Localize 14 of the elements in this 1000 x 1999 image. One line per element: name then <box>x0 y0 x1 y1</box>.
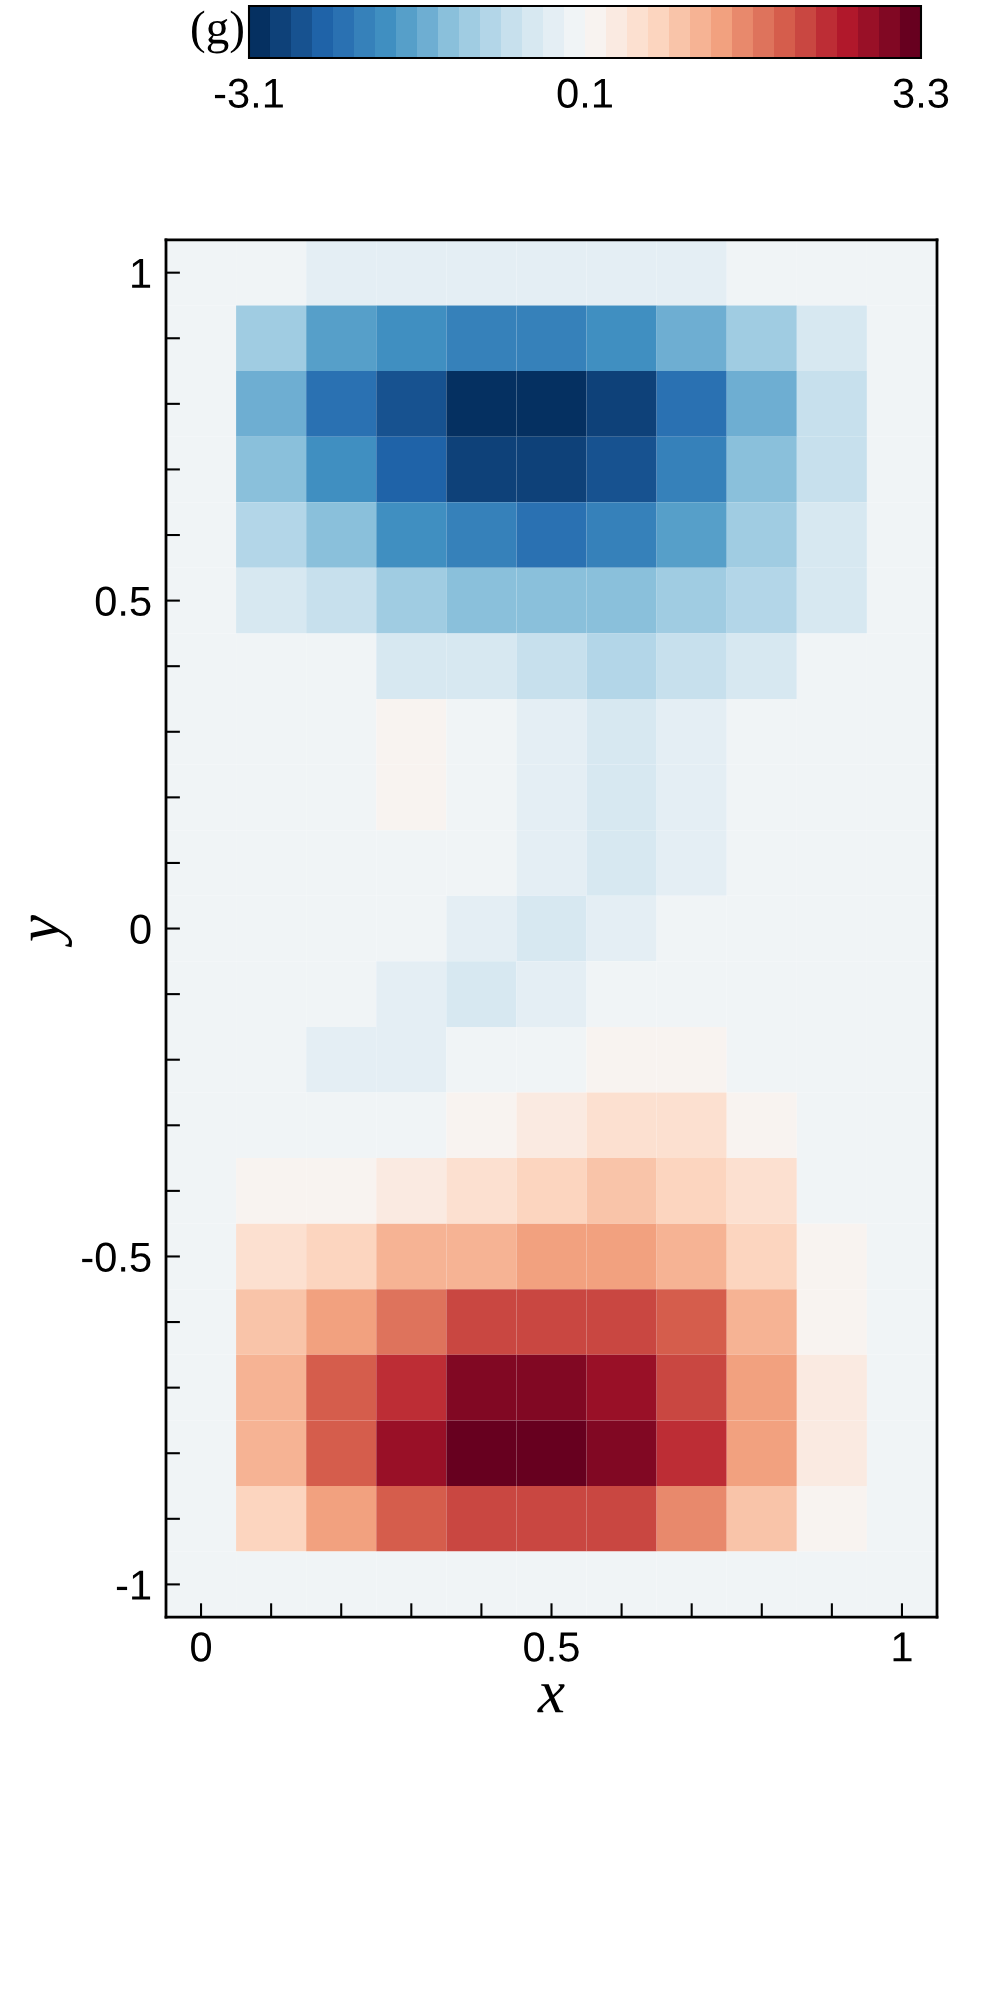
y-axis-title: y <box>30 914 72 948</box>
y-tick-label: 0.5 <box>95 586 151 617</box>
x-tick-label: 1 <box>893 1632 912 1662</box>
x-tick-label: 0.5 <box>524 1632 579 1662</box>
color-bar-label: -3.1 <box>214 78 283 109</box>
y-tick-label: -0.5 <box>82 1242 151 1272</box>
y-tick-label: 0 <box>130 914 151 945</box>
y-tick-label: -1 <box>116 1570 151 1600</box>
chart-title: (g) <box>192 10 243 54</box>
x-axis-title: x <box>537 1684 565 1713</box>
color-bar-label: 0.1 <box>557 78 612 109</box>
color-bar-label: 3.3 <box>893 78 949 109</box>
x-tick-label: 0 <box>191 1632 211 1662</box>
y-tick-label: 1 <box>132 259 151 288</box>
